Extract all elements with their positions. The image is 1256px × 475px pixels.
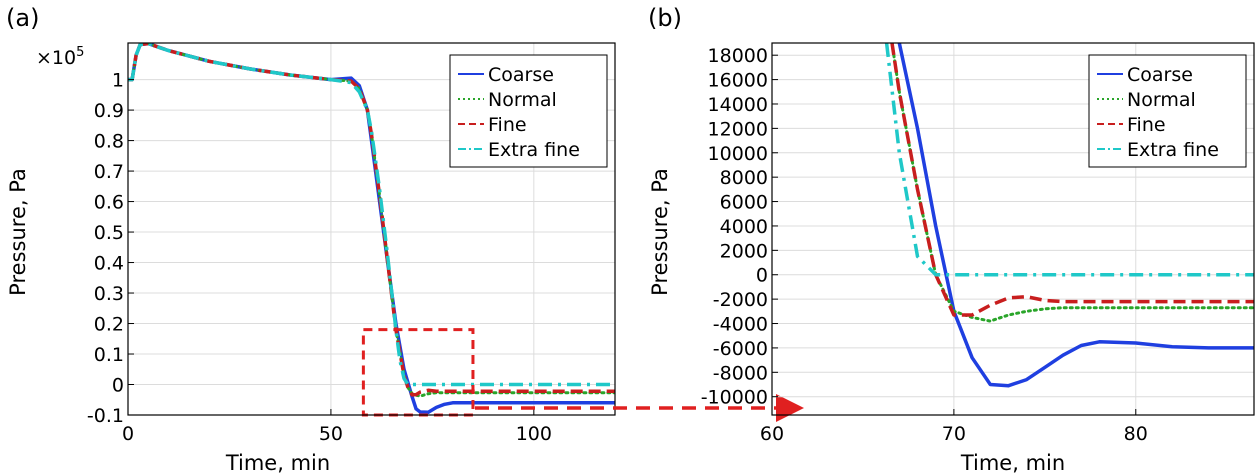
x-ticks-b: 60 70 80: [760, 409, 1148, 445]
series-group-a: [128, 43, 615, 415]
y-tick-label: 16000: [708, 70, 768, 92]
series-line-extra-fine: [884, 43, 1254, 277]
zoom-region-box: [361, 328, 475, 417]
y-tick-label: 10000: [708, 143, 768, 165]
y-tick-label: -4000: [713, 314, 768, 336]
x-axis-label-b: Time, min: [960, 451, 1065, 475]
y-tick-label: -6000: [713, 338, 768, 360]
legend-b: Coarse Normal Fine Extra fine: [1088, 54, 1247, 168]
series-line-fine: [128, 43, 615, 397]
legend-label-fine: Fine: [488, 114, 527, 136]
legend-label-fine: Fine: [1127, 114, 1166, 136]
y-ticks-a: -0.1 0 0.1 0.2 0.3 0.4 0.5 0.6 0.7 0.8 0.9 1: [87, 70, 134, 427]
y-tick-label: -10000: [701, 387, 768, 409]
x-tick-label: 80: [1124, 423, 1148, 445]
x-tick-label: 70: [942, 423, 966, 445]
y-axis-label-b: Pressure, Pa: [648, 168, 672, 296]
y-tick-label: 0: [112, 375, 124, 397]
y-tick-label: 2000: [720, 240, 768, 262]
panel-label-b: (b): [648, 4, 682, 32]
plot-frame-b: [771, 42, 1255, 416]
y-tick-label: 18000: [708, 45, 768, 67]
series-line-coarse: [897, 43, 1254, 388]
y-tick-label: -8000: [713, 362, 768, 384]
legend-label-normal: Normal: [488, 89, 557, 111]
y-axis-label-a: Pressure, Pa: [6, 168, 30, 296]
y-tick-label: 6000: [720, 192, 768, 214]
y-multiplier-label: ×105: [36, 45, 84, 69]
x-axis-label-a: Time, min: [225, 451, 330, 475]
y-tick-label: 0.8: [94, 131, 124, 153]
y-tick-label: -0.1: [87, 405, 124, 427]
series-line-normal: [890, 43, 1254, 323]
y-tick-label: 0.1: [94, 344, 124, 366]
chart-panel-b: (b) -10000-8000-6000-4000-20000200040006…: [648, 4, 1255, 475]
y-tick-label: 0.4: [94, 253, 124, 275]
x-ticks-a: 0 50 100: [122, 409, 552, 445]
y-tick-label: 14000: [708, 94, 768, 116]
y-tick-label: 0.3: [94, 283, 124, 305]
legend-label-extra-fine: Extra fine: [1127, 139, 1219, 161]
legend-label-coarse: Coarse: [488, 64, 554, 86]
legend-label-coarse: Coarse: [1127, 64, 1193, 86]
y-tick-label: 0.5: [94, 222, 124, 244]
y-tick-label: 0.7: [94, 161, 124, 183]
y-tick-label: 0.2: [94, 314, 124, 336]
series-line-fine: [890, 43, 1254, 317]
x-tick-label: 100: [516, 423, 552, 445]
y-tick-label: -2000: [713, 289, 768, 311]
y-tick-label: 0.9: [94, 100, 124, 122]
legend-a: Coarse Normal Fine Extra fine: [449, 54, 608, 168]
y-tick-label: 0.6: [94, 192, 124, 214]
plot-frame-a: [127, 42, 616, 416]
legend-label-normal: Normal: [1127, 89, 1196, 111]
panel-label-a: (a): [6, 4, 39, 32]
x-tick-label: 50: [319, 423, 343, 445]
y-tick-label: 8000: [720, 167, 768, 189]
series-group-b: [884, 43, 1254, 388]
y-tick-label: 12000: [708, 118, 768, 140]
x-tick-label: 0: [122, 423, 134, 445]
y-tick-label: 0: [756, 265, 768, 287]
series-line-extra-fine: [128, 43, 615, 387]
x-tick-label: 60: [760, 423, 784, 445]
legend-label-extra-fine: Extra fine: [488, 139, 580, 161]
y-tick-label: 4000: [720, 216, 768, 238]
y-tick-label: 1: [112, 70, 124, 92]
